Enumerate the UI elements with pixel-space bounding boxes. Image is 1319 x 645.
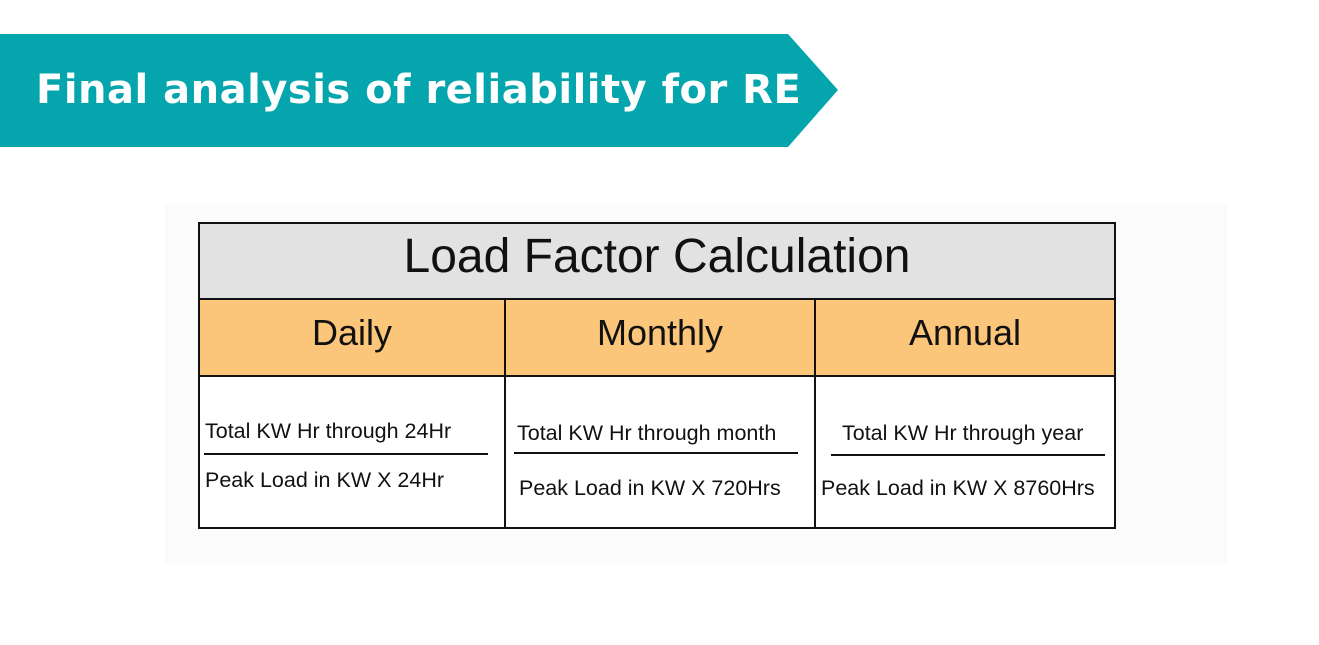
period-label-daily: Daily (311, 312, 392, 353)
load-factor-table: Load Factor Calculation Daily Monthly An… (198, 222, 1116, 529)
period-label-annual: Annual (908, 312, 1022, 353)
slide-title: Final analysis of reliability for RE (36, 67, 802, 113)
period-cell-annual: Annual (814, 300, 1114, 375)
numerator-monthly: Total KW Hr through month (517, 421, 777, 445)
fraction-line-annual (831, 454, 1105, 456)
numerator-annual: Total KW Hr through year (842, 421, 1084, 445)
denominator-daily: Peak Load in KW X 24Hr (205, 468, 445, 492)
title-banner: Final analysis of reliability for RE (0, 34, 838, 147)
fraction-monthly: Total KW Hr through month Peak Load in K… (506, 377, 814, 527)
period-cell-monthly: Monthly (504, 300, 814, 375)
period-label-monthly: Monthly (596, 312, 724, 353)
table-title: Load Factor Calculation (200, 224, 1114, 300)
denominator-monthly: Peak Load in KW X 720Hrs (519, 476, 781, 500)
formula-cell-annual: Total KW Hr through year Peak Load in KW… (814, 377, 1114, 527)
period-header-row: Daily Monthly Annual (200, 300, 1114, 377)
fraction-line-daily (204, 453, 488, 455)
formula-cell-monthly: Total KW Hr through month Peak Load in K… (504, 377, 814, 527)
period-cell-daily: Daily (200, 300, 504, 375)
formula-cell-daily: Total KW Hr through 24Hr Peak Load in KW… (200, 377, 504, 527)
fraction-line-monthly (514, 452, 798, 454)
formula-row: Total KW Hr through 24Hr Peak Load in KW… (200, 377, 1114, 527)
numerator-daily: Total KW Hr through 24Hr (205, 419, 452, 443)
fraction-annual: Total KW Hr through year Peak Load in KW… (816, 377, 1114, 527)
fraction-daily: Total KW Hr through 24Hr Peak Load in KW… (200, 377, 504, 527)
denominator-annual: Peak Load in KW X 8760Hrs (821, 476, 1095, 500)
